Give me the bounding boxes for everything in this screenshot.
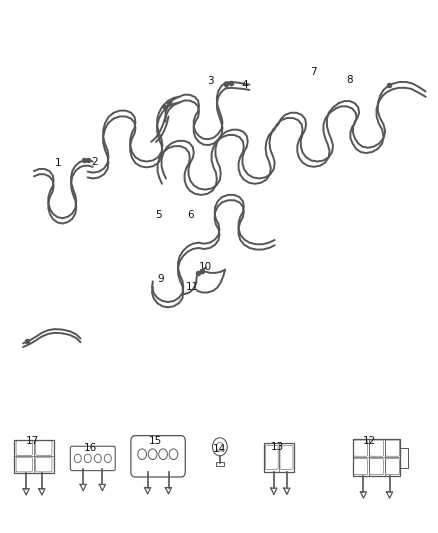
Text: 10: 10 <box>198 262 212 271</box>
Text: 3: 3 <box>207 76 214 86</box>
Text: 12: 12 <box>363 437 376 447</box>
Text: 5: 5 <box>155 209 161 220</box>
Text: 7: 7 <box>311 67 317 77</box>
Text: 1: 1 <box>55 158 61 168</box>
Text: 16: 16 <box>84 443 97 453</box>
Text: 9: 9 <box>157 273 163 284</box>
Text: 15: 15 <box>149 437 162 447</box>
Text: 14: 14 <box>213 445 226 455</box>
Text: 4: 4 <box>242 79 248 90</box>
Text: 11: 11 <box>186 281 200 292</box>
Text: 17: 17 <box>26 437 39 447</box>
Text: 2: 2 <box>92 157 98 167</box>
Bar <box>215 462 224 466</box>
Text: 6: 6 <box>187 209 194 220</box>
Text: 13: 13 <box>271 442 284 452</box>
Text: 8: 8 <box>346 75 353 85</box>
